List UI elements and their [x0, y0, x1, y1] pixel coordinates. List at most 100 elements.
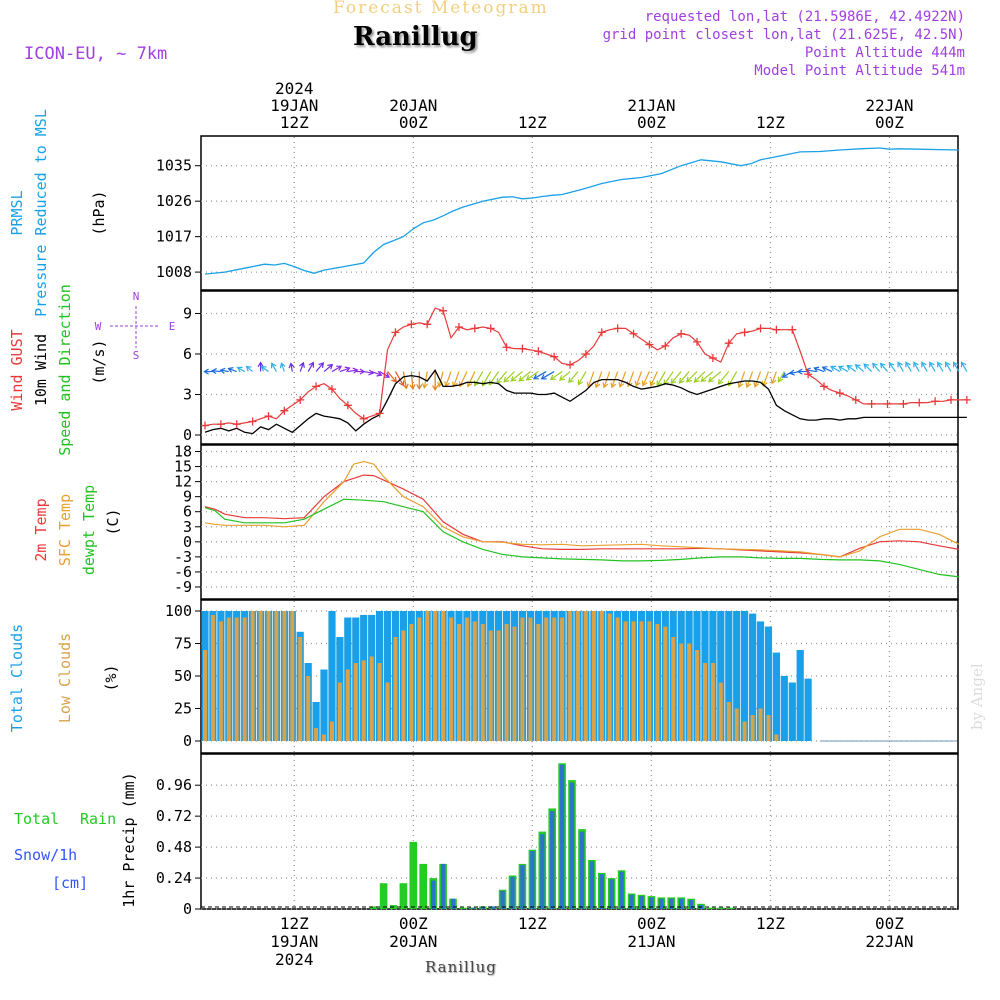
wind-barb [568, 371, 579, 383]
wind-barb-head [837, 365, 844, 372]
low-cloud-bar [568, 611, 573, 741]
top-time-label: 12Z [280, 113, 309, 132]
bottom-time-label: 20JAN [389, 932, 437, 951]
total-cloud-bar [772, 652, 780, 741]
wind-gust-marker [708, 354, 717, 363]
top-time-label: 12Z [518, 113, 547, 132]
wind-gust-marker [518, 344, 527, 353]
wind-barb [339, 367, 350, 373]
low-cloud-bar [258, 611, 263, 741]
wind-barb-head [700, 376, 707, 383]
wind-barb-head [568, 377, 574, 384]
grid-point-coords: grid point closest lon,lat (21.625E, 42.… [602, 27, 965, 43]
wind-barb-head [532, 374, 539, 380]
bottom-time-label: 00Z [875, 914, 904, 933]
wind-barb-head [897, 361, 903, 368]
low-cloud-bar [417, 617, 422, 741]
wind-gust-marker [867, 399, 876, 408]
low-cloud-bar [234, 617, 239, 741]
precip-rain-label: Rain [80, 810, 116, 828]
compass-west: W [95, 320, 102, 333]
wind-barb [670, 371, 682, 384]
wind-gust-marker [946, 395, 955, 404]
wind-gust-marker [740, 328, 749, 337]
wind-barb [550, 371, 563, 380]
wind-barb-head [510, 376, 517, 382]
wind-barb-head [641, 380, 648, 387]
wind-gust-markers [201, 306, 971, 430]
total-cloud-bar [756, 621, 765, 741]
wind-barb [771, 371, 777, 384]
wind-barb-head [761, 380, 768, 387]
wind-10m-line [204, 368, 967, 435]
low-cloud-bar [242, 617, 247, 741]
bottom-time-label: 12Z [756, 914, 785, 933]
wind-barb-head [879, 362, 886, 369]
low-cloud-bar [409, 624, 414, 741]
wind-barb-head [929, 361, 935, 368]
total-cloud-bar [733, 611, 741, 741]
wind-barb [526, 371, 539, 381]
low-cloud-bar [322, 734, 326, 741]
wind-gust-marker [502, 343, 511, 352]
wind-barb-head [402, 383, 409, 390]
wind-barb [271, 363, 277, 372]
y-tick-label: 0.72 [156, 807, 192, 825]
wind-barb [371, 370, 382, 376]
snow-bar [629, 894, 634, 909]
snow-bar [559, 764, 565, 909]
wind-barb-head [872, 362, 878, 369]
pressure-unit-label: (hPa) [90, 190, 108, 235]
top-time-label: 2024 [275, 79, 314, 98]
snow-bar [589, 861, 595, 909]
total-cloud-bar [788, 682, 796, 741]
wind-barb [445, 371, 452, 387]
top-time-label: 20JAN [389, 96, 437, 115]
low-cloud-bar [401, 630, 406, 741]
total-cloud-bar [312, 702, 320, 741]
low-cloud-bar [528, 617, 533, 741]
low-cloud-bar [488, 630, 493, 741]
wind-barb [438, 371, 444, 387]
wind-barb-head [618, 381, 625, 388]
wind-gust-marker [788, 325, 797, 334]
wind-barb [897, 362, 904, 372]
snow-bar [579, 831, 585, 909]
low-cloud-bar [345, 669, 350, 741]
y-tick-label: 25 [174, 700, 192, 718]
low-cloud-bar [766, 715, 771, 741]
wind-barb-head [863, 363, 870, 370]
wind-barb [937, 362, 944, 372]
wind-barb-head [299, 361, 305, 368]
bottom-time-label: 12Z [280, 914, 309, 933]
wind-barb [913, 362, 920, 372]
low-cloud-bar [226, 617, 231, 741]
rain-bar [419, 863, 427, 909]
wind-barb-head [777, 376, 784, 383]
wind-barb [290, 363, 293, 372]
y-tick-label: -3 [174, 548, 192, 566]
snow-bar [440, 863, 446, 909]
wind-barb-head [960, 361, 967, 368]
total-cloud-bar [328, 611, 336, 741]
low-cloud-bar [433, 611, 438, 741]
temp-sfc-label: SFC Temp [56, 494, 74, 566]
wind-barb-head [602, 382, 609, 389]
low-cloud-bar [663, 626, 668, 741]
low-cloud-bar [742, 721, 747, 741]
low-cloud-bar [353, 663, 358, 741]
wind-gust-marker [915, 398, 924, 407]
wind-gust-marker [962, 395, 971, 404]
wind-barb [237, 366, 245, 373]
low-cloud-bar [615, 617, 620, 741]
wind-barb [595, 371, 603, 388]
low-cloud-bar [671, 637, 676, 741]
wind-gust-marker [423, 320, 432, 329]
low-cloud-bar [330, 721, 334, 741]
wind-gust-marker [804, 370, 813, 379]
wind-barb [402, 371, 407, 389]
y-tick-label: -9 [174, 578, 192, 596]
total-cloud-bar [717, 611, 725, 741]
